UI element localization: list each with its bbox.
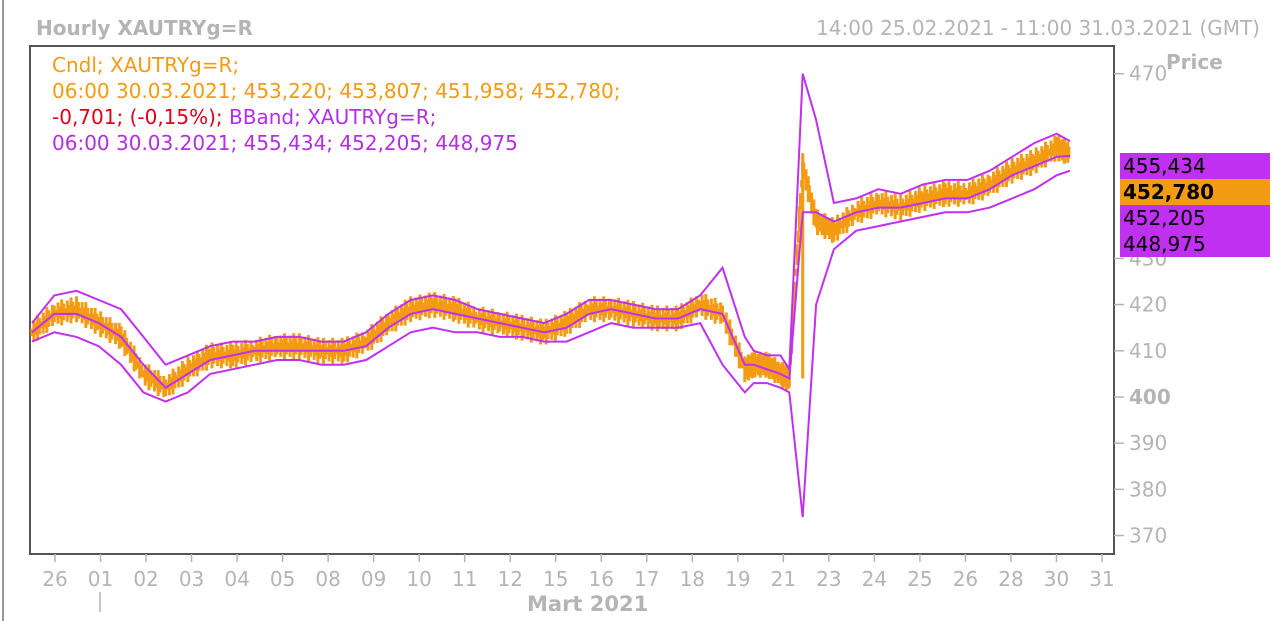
x-tick-label: 03 — [179, 567, 204, 591]
bband-series — [31, 73, 1071, 518]
x-tick: 17 — [634, 554, 660, 591]
x-tick-label: 04 — [224, 567, 249, 591]
x-axis-label: Mart 2021 — [527, 592, 649, 616]
x-tick: 26 — [953, 554, 978, 591]
x-tick: 04 — [224, 554, 250, 591]
x-tick-label: 08 — [315, 567, 340, 591]
x-tick: 11 — [452, 554, 477, 591]
price-tag-close: 452,780 — [1120, 179, 1270, 205]
y-tick: 390 — [1114, 431, 1167, 455]
y-tick-label: 420 — [1129, 293, 1167, 317]
legend-band-name: BBand; XAUTRYg=R; — [222, 105, 437, 129]
y-tick-label: 390 — [1129, 431, 1167, 455]
x-tick-label: 09 — [361, 567, 386, 591]
x-tick-label: 31 — [1089, 567, 1114, 591]
x-tick: 09 — [361, 554, 386, 591]
x-tick: 10 — [406, 554, 432, 591]
x-tick: 15 — [543, 554, 568, 591]
x-tick: 28 — [998, 554, 1024, 591]
x-tick-label: 26 — [953, 567, 978, 591]
y-tick: 420 — [1114, 293, 1167, 317]
legend-line-band: 06:00 30.03.2021; 455,434; 452,205; 448,… — [52, 131, 518, 155]
legend-line-candle: Cndl; XAUTRYg=R; — [52, 53, 240, 77]
chart-title: Hourly XAUTRYg=R — [36, 16, 253, 40]
price-tag-upper: 455,434 — [1120, 153, 1270, 179]
x-tick-label: 24 — [862, 567, 887, 591]
legend-line-ohlc: 06:00 30.03.2021; 453,220; 453,807; 451,… — [52, 79, 621, 103]
plot-border — [29, 45, 1115, 555]
legend-change: -0,701; (-0,15%); — [52, 105, 223, 129]
y-tick: 400 — [1114, 385, 1171, 409]
y-tick-label: 370 — [1129, 524, 1167, 548]
x-tick-label: 10 — [406, 567, 431, 591]
x-tick-label: 26 — [42, 567, 67, 591]
x-tick-label: 21 — [771, 567, 796, 591]
date-range: 14:00 25.02.2021 - 11:00 31.03.2021 (GMT… — [816, 16, 1260, 40]
x-tick: 31 — [1089, 554, 1115, 591]
y-tick: 370 — [1114, 524, 1167, 548]
x-tick: 05 — [270, 554, 295, 591]
x-tick-label: 02 — [133, 567, 158, 591]
x-tick: 08 — [315, 554, 341, 591]
y-axis-label: Price — [1166, 50, 1223, 74]
y-tick-label: 410 — [1129, 339, 1167, 363]
x-tick-label: 12 — [497, 567, 522, 591]
y-tick: 380 — [1114, 477, 1167, 501]
x-tick: 19 — [725, 554, 751, 591]
x-tick-label: 01 — [88, 567, 113, 591]
x-tick-label: 19 — [725, 567, 750, 591]
candle-series — [30, 135, 1071, 398]
legend-line-change: -0,701; (-0,15%); BBand; XAUTRYg=R; — [52, 104, 620, 130]
y-tick: 470 — [1114, 62, 1167, 86]
x-tick-label: 28 — [998, 567, 1023, 591]
x-tick-label: 23 — [816, 567, 841, 591]
bband-middle-line — [31, 154, 1071, 389]
bband-upper-line — [31, 73, 1071, 373]
x-tick: 01 — [88, 554, 113, 591]
y-tick: 410 — [1114, 339, 1167, 363]
x-tick-label: 25 — [907, 567, 932, 591]
x-tick-label: 11 — [452, 567, 477, 591]
x-tick: 18 — [680, 554, 705, 591]
x-tick: 23 — [816, 554, 842, 591]
x-tick: 26 — [42, 554, 68, 591]
bband-lower-line — [31, 169, 1071, 518]
x-tick-label: 05 — [270, 567, 295, 591]
x-tick: 25 — [907, 554, 933, 591]
price-tag-middle: 452,205 — [1120, 205, 1270, 231]
y-tick-label: 400 — [1129, 385, 1171, 409]
x-tick: 24 — [862, 554, 887, 591]
x-tick-label: 18 — [680, 567, 705, 591]
y-tick-label: 470 — [1129, 62, 1167, 86]
x-tick: 30 — [1044, 554, 1069, 591]
y-tick-label: 380 — [1129, 477, 1167, 501]
legend: Cndl; XAUTRYg=R; 06:00 30.03.2021; 453,2… — [52, 52, 620, 156]
x-tick: 16 — [589, 554, 614, 591]
x-tick: 03 — [179, 554, 204, 591]
x-tick-label: 15 — [543, 567, 568, 591]
price-tag-lower: 448,975 — [1120, 231, 1270, 257]
x-tick: 21 — [771, 554, 796, 591]
x-tick-label: 17 — [634, 567, 659, 591]
x-tick-label: 16 — [589, 567, 614, 591]
x-tick: 02 — [133, 554, 159, 591]
x-tick-label: 30 — [1044, 567, 1069, 591]
x-tick: 12 — [497, 554, 523, 591]
